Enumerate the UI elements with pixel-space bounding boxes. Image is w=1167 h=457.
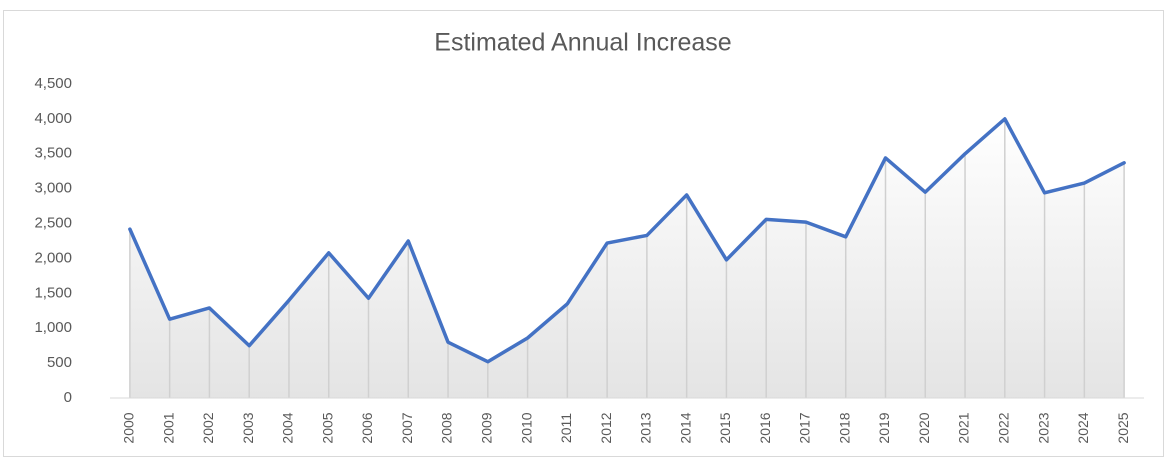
x-tick-label: 2016	[757, 412, 773, 443]
x-tick-label: 2007	[399, 412, 415, 443]
x-tick-label: 2023	[1035, 412, 1051, 443]
x-tick-label: 2021	[956, 412, 972, 443]
x-tick-label: 2019	[876, 412, 892, 443]
y-tick-label: 1,500	[34, 284, 72, 301]
y-tick-label: 4,000	[34, 110, 72, 127]
data-line	[128, 117, 1126, 364]
x-tick-label: 2006	[359, 412, 375, 443]
x-tick-label: 2017	[797, 412, 813, 443]
x-tick-label: 2025	[1115, 412, 1131, 443]
x-tick-label: 2015	[717, 412, 733, 443]
chart-title: Estimated Annual Increase	[434, 29, 731, 57]
x-tick-label: 2001	[160, 412, 176, 443]
x-tick-label: 2009	[479, 412, 495, 443]
x-tick-label: 2008	[439, 412, 455, 443]
y-tick-label: 4,500	[34, 75, 72, 92]
x-tick-label: 2012	[598, 412, 614, 443]
x-tick-label: 2022	[996, 412, 1012, 443]
area-fill	[129, 118, 1125, 398]
x-tick-label: 2014	[677, 412, 693, 443]
x-tick-label: 2020	[916, 412, 932, 443]
y-tick-label: 1,000	[34, 319, 72, 336]
y-tick-label: 3,500	[34, 145, 72, 162]
x-tick-label: 2024	[1075, 412, 1091, 443]
x-tick-label: 2002	[200, 412, 216, 443]
x-tick-label: 2013	[638, 412, 654, 443]
y-tick-label: 0	[64, 389, 72, 406]
x-tick-label: 2003	[240, 412, 256, 443]
x-tick-label: 2005	[319, 412, 335, 443]
x-tick-label: 2010	[518, 412, 534, 443]
y-tick-label: 2,000	[34, 249, 72, 266]
x-tick-label: 2011	[558, 413, 574, 443]
y-tick-label: 2,500	[34, 215, 72, 232]
y-tick-label: 500	[47, 354, 72, 371]
x-tick-label: 2004	[280, 412, 296, 443]
x-tick-label: 2018	[836, 412, 852, 443]
x-tick-label: 2000	[121, 412, 137, 443]
y-tick-label: 3,000	[34, 180, 72, 197]
